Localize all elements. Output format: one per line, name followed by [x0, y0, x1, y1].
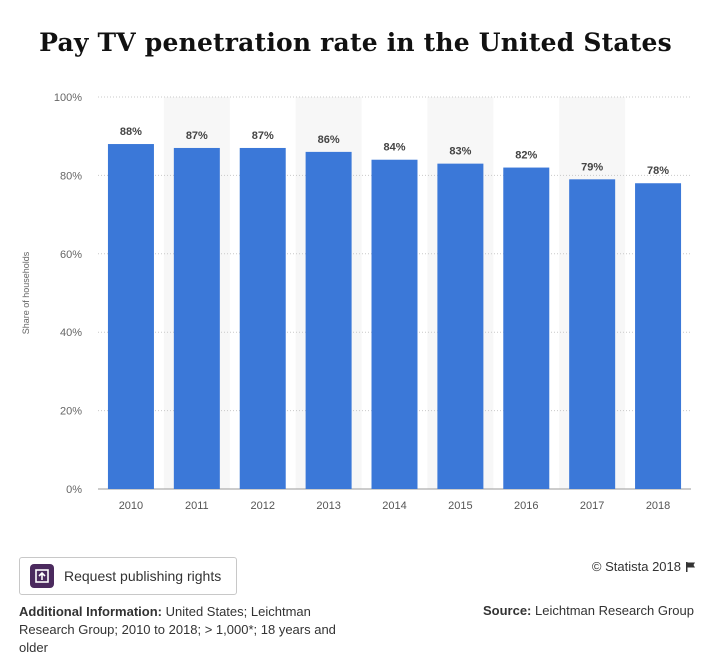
x-tick-label: 2017: [580, 500, 604, 512]
bar-chart: 0% 20% 40% 60% 80% 100% 88% 2010 87% 2011 87% 2012 8…: [54, 92, 691, 512]
additional-information: Additional Information: United States; L…: [19, 603, 359, 657]
request-publishing-rights-label: Request publishing rights: [64, 568, 222, 584]
source: Source: Leichtman Research Group: [483, 603, 694, 618]
x-tick-label: 2018: [646, 500, 670, 512]
x-tick-label: 2010: [119, 500, 143, 512]
source-label: Source:: [482, 603, 532, 618]
bar: [437, 163, 484, 489]
data-label: 83%: [449, 146, 471, 158]
x-tick-label: 2016: [514, 500, 538, 512]
publishing-rights-icon: [30, 564, 54, 588]
data-label: 87%: [186, 130, 208, 142]
data-label: 78%: [647, 165, 669, 177]
copyright: © Statista 2018: [592, 559, 697, 574]
x-tick-label: 2012: [250, 500, 274, 512]
bar: [239, 147, 286, 489]
flag-icon[interactable]: [685, 561, 697, 573]
data-label: 84%: [383, 142, 405, 154]
additional-information-text: United States; Leichtman Research Group;…: [19, 604, 336, 655]
bar: [635, 183, 682, 490]
data-label: 87%: [252, 130, 274, 142]
request-publishing-rights-button[interactable]: Request publishing rights: [19, 557, 237, 595]
y-tick-label: 40%: [60, 327, 82, 339]
x-tick-label: 2013: [316, 500, 340, 512]
x-tick-label: 2015: [448, 500, 472, 512]
y-tick-label: 60%: [60, 249, 82, 261]
source-text: Leichtman Research Group: [535, 603, 694, 618]
data-label: 82%: [515, 150, 537, 162]
additional-information-label: Additional Information:: [19, 604, 162, 619]
y-axis-label: Share of households: [21, 251, 31, 335]
bar: [503, 167, 550, 489]
bar: [305, 151, 352, 489]
bar: [107, 144, 154, 490]
bar: [173, 147, 220, 489]
y-tick-label: 0%: [66, 484, 82, 496]
data-label: 86%: [318, 134, 340, 146]
x-tick-label: 2011: [185, 500, 209, 512]
y-tick-label: 100%: [54, 92, 82, 104]
copyright-text: © Statista 2018: [591, 559, 681, 574]
y-tick-label: 80%: [60, 170, 82, 182]
data-label: 88%: [120, 126, 142, 138]
y-tick-label: 20%: [60, 406, 82, 418]
bar: [371, 159, 418, 489]
data-label: 79%: [581, 161, 603, 173]
x-tick-label: 2014: [382, 500, 406, 512]
bar: [569, 179, 616, 489]
chart-title: Pay TV penetration rate in the United St…: [39, 28, 672, 57]
